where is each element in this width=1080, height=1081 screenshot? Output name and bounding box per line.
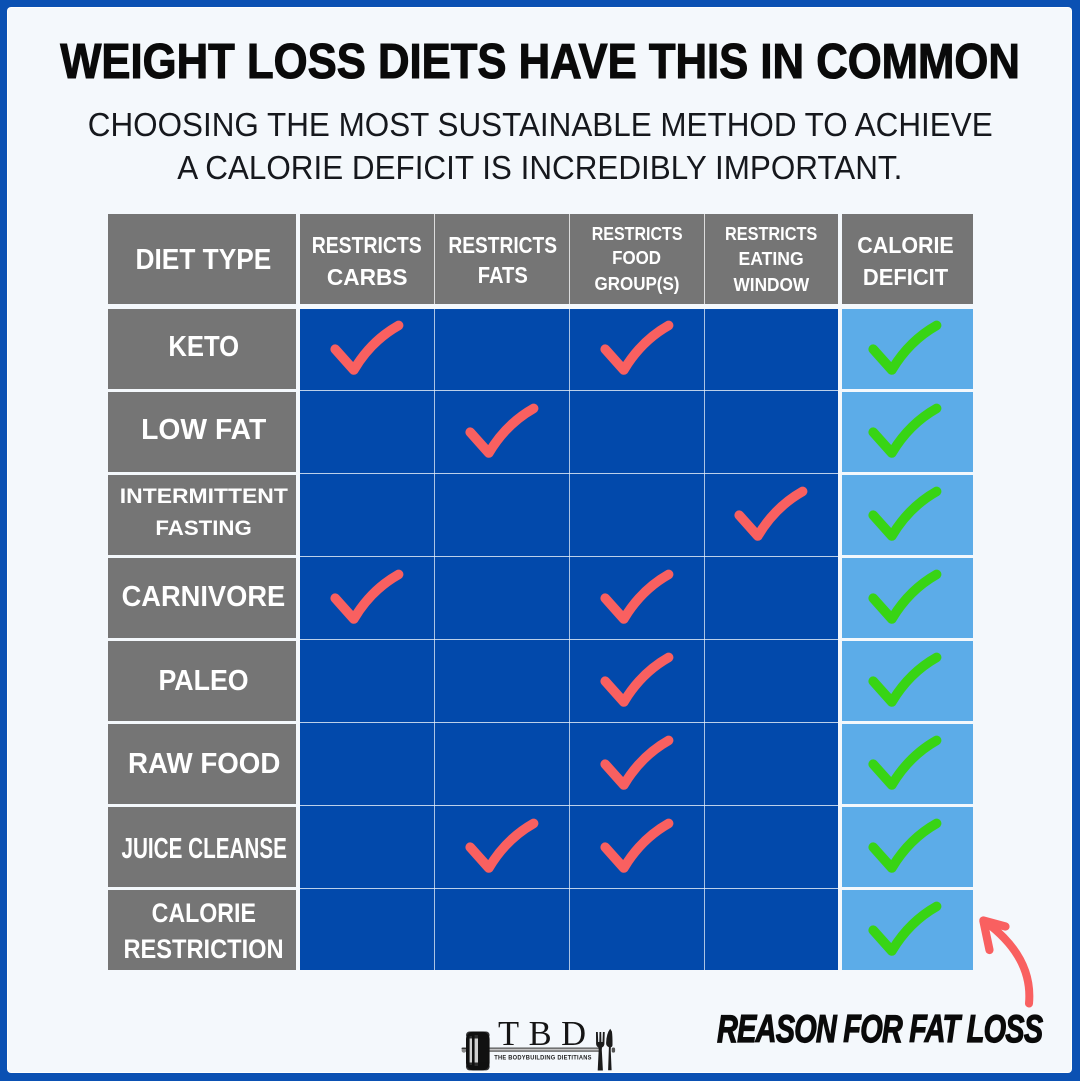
svg-text:TBD: TBD — [498, 1015, 586, 1053]
svg-text:THE BODYBUILDING DIETITIANS: THE BODYBUILDING DIETITIANS — [494, 1054, 592, 1061]
